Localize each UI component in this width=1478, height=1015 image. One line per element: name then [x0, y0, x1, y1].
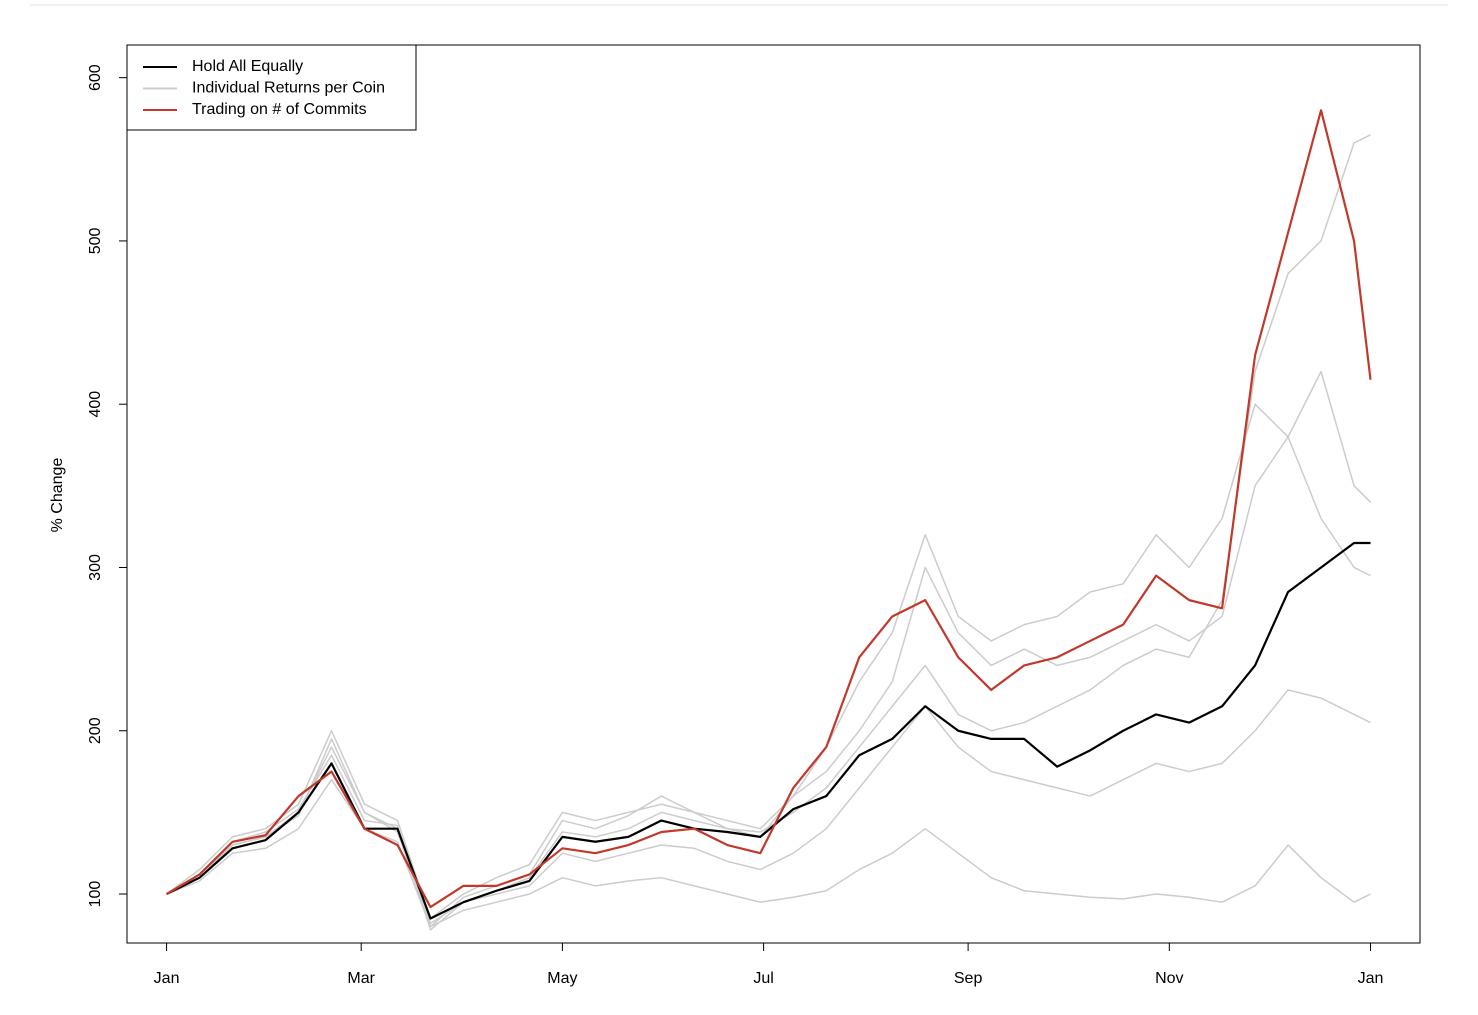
series-line: [166, 370, 1372, 931]
y-tick-label: 300: [87, 554, 104, 581]
y-axis-label: % Change: [49, 458, 66, 533]
x-tick-label: May: [547, 970, 577, 987]
y-tick-label: 600: [87, 64, 104, 91]
series-line: [166, 109, 1372, 909]
series-line: [166, 436, 1371, 920]
x-tick-label: Sep: [954, 970, 983, 987]
series-line: [166, 689, 1371, 925]
legend-label: Trading on # of Commits: [192, 101, 367, 118]
x-tick-label: Jan: [1358, 970, 1384, 987]
x-tick-label: Nov: [1155, 970, 1183, 987]
y-tick-label: 100: [87, 881, 104, 908]
y-tick-label: 400: [87, 391, 104, 418]
y-tick-label: 500: [87, 227, 104, 254]
series-line: [166, 134, 1371, 928]
x-tick-label: Mar: [347, 970, 375, 987]
series-line: [166, 541, 1371, 920]
x-tick-label: Jan: [154, 970, 180, 987]
plot-frame: [126, 44, 1421, 944]
x-tick-label: Jul: [753, 970, 773, 987]
y-tick-label: 200: [87, 717, 104, 744]
legend-label: Individual Returns per Coin: [192, 80, 385, 97]
legend-label: Hold All Equally: [192, 58, 303, 75]
series-line: [166, 778, 1371, 928]
